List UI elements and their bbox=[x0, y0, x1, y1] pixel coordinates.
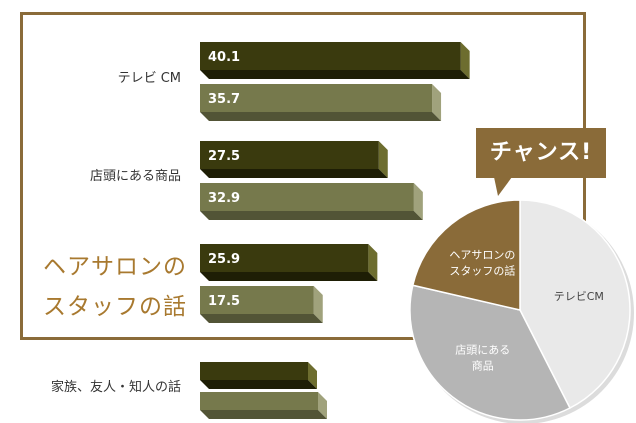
bar-side bbox=[413, 183, 423, 220]
bar-bottom bbox=[200, 169, 388, 178]
bar bbox=[200, 244, 369, 272]
bar-bottom bbox=[200, 70, 470, 79]
pie-slice-label: 店頭にある商品 bbox=[455, 343, 510, 373]
bar-side bbox=[432, 84, 442, 121]
bar-side bbox=[368, 244, 378, 281]
bar-value-label: 17.5 bbox=[208, 294, 240, 309]
bar-bottom bbox=[200, 380, 317, 389]
pie-label-line: スタッフの話 bbox=[449, 264, 515, 278]
bar-side bbox=[460, 42, 470, 79]
pie-slice bbox=[519, 199, 631, 410]
bar bbox=[200, 141, 379, 169]
bar bbox=[200, 362, 308, 380]
category-label-tv-cm: テレビ CM bbox=[117, 71, 181, 86]
chance-callout: チャンス! bbox=[476, 128, 606, 178]
bar-value-label: 32.9 bbox=[208, 191, 240, 206]
bar-value-label: 35.7 bbox=[208, 92, 240, 107]
bar bbox=[200, 392, 318, 410]
bar-value-label: 25.9 bbox=[208, 252, 240, 267]
pie-label-line: テレビCM bbox=[554, 290, 604, 303]
bar-bottom bbox=[200, 314, 323, 323]
bar bbox=[200, 286, 314, 314]
pie-label-line: 店頭にある bbox=[455, 343, 510, 357]
pie-slice bbox=[411, 199, 521, 311]
bar bbox=[200, 42, 461, 70]
bar bbox=[200, 183, 414, 211]
bar-value-label: 27.5 bbox=[208, 149, 240, 164]
bar-bottom bbox=[200, 112, 442, 121]
bar-side bbox=[313, 286, 323, 323]
bar-value-label: 40.1 bbox=[208, 50, 240, 65]
callout-pointer bbox=[494, 177, 512, 196]
bar-bottom bbox=[200, 410, 327, 419]
category-label-family-friends: 家族、友人・知人の話 bbox=[50, 380, 181, 395]
pie-slice-label: ヘアサロンのスタッフの話 bbox=[449, 249, 515, 278]
pie-slice bbox=[409, 284, 571, 421]
bar-side bbox=[378, 141, 388, 178]
pie-slice-label: テレビCM bbox=[554, 290, 604, 303]
category-label-in-store: 店頭にある商品 bbox=[89, 169, 181, 184]
bar-bottom bbox=[200, 211, 423, 220]
bar bbox=[200, 84, 433, 112]
pie-label-line: ヘアサロンの bbox=[449, 249, 515, 262]
pie-label-line: 商品 bbox=[472, 359, 494, 373]
bar-bottom bbox=[200, 272, 378, 281]
category-label-salon-staff: ヘアサロンの スタッフの話 bbox=[43, 247, 187, 327]
category-label-line: ヘアサロンの bbox=[43, 254, 187, 280]
category-label-line: スタッフの話 bbox=[43, 294, 187, 320]
